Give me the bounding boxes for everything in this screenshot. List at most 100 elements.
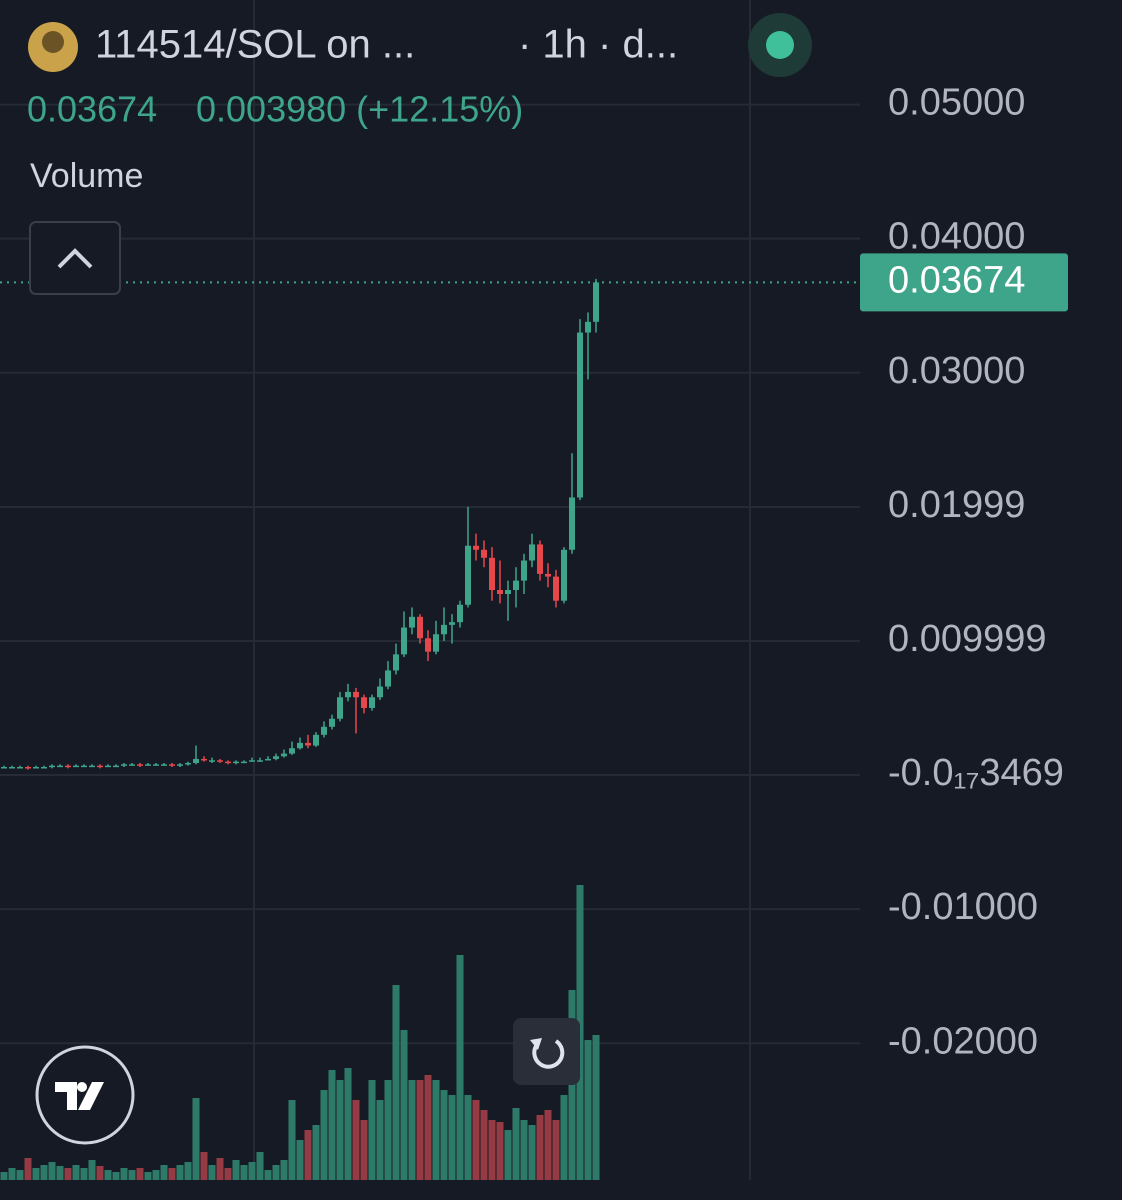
volume-bar: [304, 1130, 312, 1180]
candle-body: [281, 753, 287, 757]
candle-body: [569, 497, 575, 550]
candle-body: [289, 748, 295, 754]
volume-bar: [32, 1168, 40, 1180]
volume-bar: [368, 1080, 376, 1180]
candle-body: [121, 764, 127, 766]
candle-body: [353, 691, 359, 698]
volume-bar: [240, 1165, 248, 1180]
interval: · 1h · d...: [518, 23, 678, 67]
volume-bar: [136, 1168, 144, 1180]
candle-body: [585, 321, 591, 333]
volume-bar: [264, 1170, 272, 1180]
candle-body: [105, 765, 111, 768]
candle-body: [545, 573, 551, 577]
overlay: 114514/SOL on ... · 1h · d... 0.03674 0.…: [27, 13, 1068, 1145]
candle-body: [577, 332, 583, 498]
volume-bar: [448, 1095, 456, 1180]
y-tick-label: -0.01000: [888, 886, 1038, 928]
candle-body: [529, 544, 535, 561]
candle-body: [89, 765, 95, 768]
volume-bar: [512, 1108, 520, 1180]
candle-body: [513, 580, 519, 590]
volume-label: Volume: [30, 157, 143, 195]
candle-body: [113, 765, 119, 768]
volume-bar: [424, 1075, 432, 1180]
y-tick-label: 0.01999: [888, 484, 1025, 526]
candle-body: [553, 576, 559, 601]
candle-body: [201, 758, 207, 761]
volume-bar: [208, 1165, 216, 1180]
reset-icon: [532, 1039, 565, 1069]
volume-bar: [176, 1165, 184, 1180]
candle-body: [561, 549, 567, 601]
volume-bar: [472, 1100, 480, 1180]
candle-body: [137, 764, 143, 766]
candle-body: [177, 764, 183, 766]
y-tick-label: -0.02000: [888, 1020, 1038, 1062]
volume-bar: [480, 1110, 488, 1180]
volume-bar: [320, 1090, 328, 1180]
chevron-icon: [57, 248, 93, 269]
candle-body: [9, 767, 15, 769]
candle-body: [449, 622, 455, 625]
candle-body: [17, 767, 23, 769]
tradingview-logo[interactable]: [35, 1045, 135, 1145]
candle-body: [297, 742, 303, 749]
candle-body: [489, 557, 495, 590]
volume-bar: [504, 1130, 512, 1180]
last-price: 0.03674: [27, 89, 157, 130]
candle-body: [369, 697, 375, 708]
volume-bar: [168, 1168, 176, 1180]
volume-bar: [488, 1120, 496, 1180]
volume-bar: [152, 1170, 160, 1180]
candle-body: [433, 634, 439, 652]
last-price-tag-label: 0.03674: [888, 259, 1025, 301]
candle-body: [161, 764, 167, 766]
volume-bar: [128, 1170, 136, 1180]
volume-bar: [440, 1090, 448, 1180]
candle-body: [361, 697, 367, 708]
volume-bar: [496, 1122, 504, 1180]
y-tick-label: 0.009999: [888, 618, 1047, 660]
volume-bar: [16, 1170, 24, 1180]
candle-body: [425, 638, 431, 652]
chart-title: 114514/SOL on ...: [95, 23, 415, 67]
token-avatar-face: [42, 31, 64, 53]
volume-bar: [552, 1120, 560, 1180]
volume-bar: [336, 1080, 344, 1180]
volume-bar: [224, 1168, 232, 1180]
y-tick-label: 0.04000: [888, 216, 1025, 258]
candle-body: [505, 590, 511, 595]
candle-body: [313, 734, 319, 746]
candle-body: [145, 764, 151, 766]
tradingview-dot: [77, 1082, 87, 1092]
candle-body: [473, 545, 479, 550]
volume-bar: [144, 1172, 152, 1180]
volume-bar: [56, 1166, 64, 1180]
price-change: 0.003980 (+12.15%): [196, 89, 523, 130]
reset-button[interactable]: [513, 1018, 580, 1085]
candle-body: [209, 760, 215, 762]
candle-body: [249, 760, 255, 762]
candle-body: [41, 767, 47, 769]
volume-bar: [72, 1165, 80, 1180]
candle-body: [393, 654, 399, 671]
volume-bar: [200, 1152, 208, 1180]
volume-bar: [344, 1068, 352, 1180]
volume-bar: [160, 1165, 168, 1180]
candle-body: [537, 544, 543, 574]
volume-bar: [352, 1100, 360, 1180]
candle-body: [457, 604, 463, 623]
candle-body: [217, 760, 223, 762]
volume-bar: [400, 1030, 408, 1180]
collapse-button[interactable]: [29, 221, 121, 295]
candle-body: [497, 590, 503, 595]
volume-bar: [48, 1162, 56, 1180]
candle-body: [153, 764, 159, 766]
candle-body: [193, 758, 199, 763]
volume-bar: [288, 1100, 296, 1180]
volume-bar: [464, 1095, 472, 1180]
volume-bar: [432, 1080, 440, 1180]
volume-bar: [520, 1120, 528, 1180]
